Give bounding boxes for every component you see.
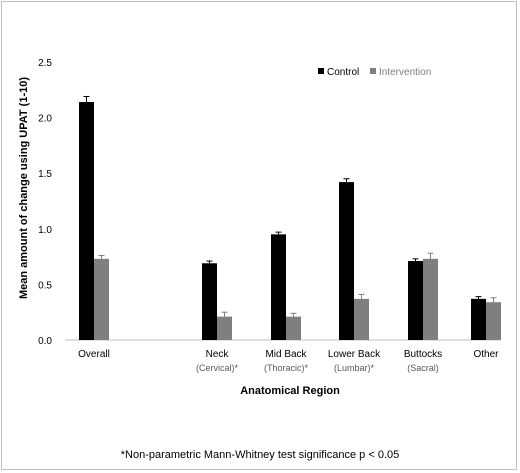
x-tick-sublabel: (Sacral) xyxy=(407,363,439,373)
x-tick-sublabel: (Thoracic)* xyxy=(264,363,309,373)
bar-intervention xyxy=(486,302,501,340)
bar-control xyxy=(471,298,486,340)
y-tick-label: 2.0 xyxy=(38,114,52,125)
y-tick-label: 1.5 xyxy=(38,169,52,180)
y-axis-title: Mean amount of change using UPAT (1-10) xyxy=(18,77,30,299)
x-tick-sublabel: (Cervical)* xyxy=(196,363,239,373)
y-tick-label: 0.0 xyxy=(38,336,52,347)
x-tick-label: Overall xyxy=(78,349,110,360)
legend-label-intervention: Intervention xyxy=(379,67,431,78)
x-tick-label: Lower Back xyxy=(328,349,381,360)
bar-control xyxy=(408,261,423,340)
bar-intervention xyxy=(217,316,232,340)
x-tick-label: Neck xyxy=(206,349,230,360)
bar-control xyxy=(339,182,354,340)
legend-swatch-intervention xyxy=(370,68,376,74)
y-tick-label: 2.5 xyxy=(38,58,52,69)
y-tick-label: 1.0 xyxy=(38,225,52,236)
bar-intervention xyxy=(94,258,109,340)
y-tick-label: 0.5 xyxy=(38,280,52,291)
x-tick-label: Other xyxy=(473,349,499,360)
bar-control xyxy=(202,263,217,340)
x-tick-label: Buttocks xyxy=(404,349,442,360)
legend-swatch-control xyxy=(318,68,324,74)
legend: Control Intervention xyxy=(318,67,431,78)
bar-intervention xyxy=(354,298,369,340)
x-tick-sublabel: (Lumbar)* xyxy=(334,363,375,373)
legend-label-control: Control xyxy=(327,67,359,78)
bar-control xyxy=(79,102,94,340)
footnote: *Non-parametric Mann-Whitney test signif… xyxy=(120,449,400,461)
bar-intervention xyxy=(423,258,438,340)
x-axis-title: Anatomical Region xyxy=(240,385,340,397)
bar-intervention xyxy=(286,316,301,340)
x-tick-label: Mid Back xyxy=(265,349,307,360)
bar-control xyxy=(271,234,286,340)
